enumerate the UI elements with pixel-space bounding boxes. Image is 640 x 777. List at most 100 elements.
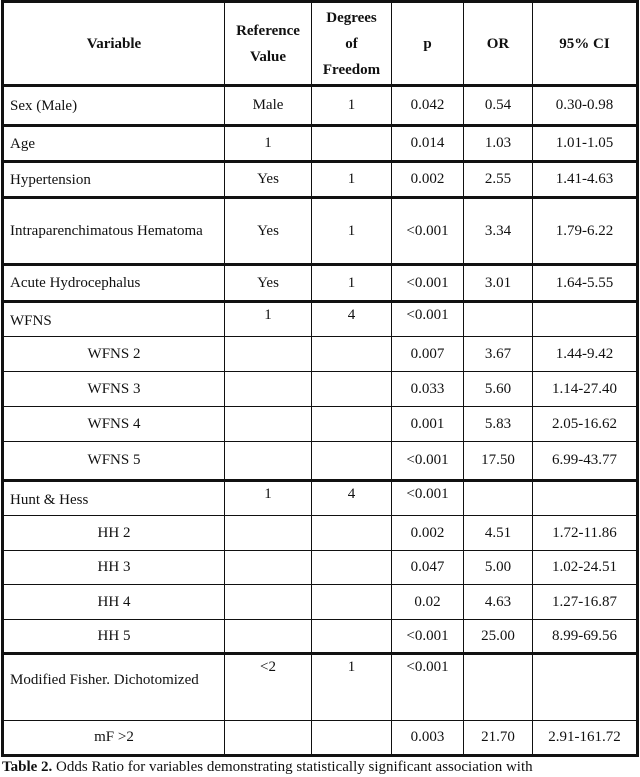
cell-ref [224, 406, 312, 442]
cell-ci: 0.30-0.98 [532, 84, 638, 126]
table-row: WFNS 4 0.001 5.83 2.05-16.62 [2, 406, 638, 442]
cell-variable: Age [2, 124, 225, 162]
table-row: HH 5 <0.001 25.00 8.99-69.56 [2, 619, 638, 654]
header-reference-value: Reference Value [224, 1, 312, 86]
cell-p: <0.001 [391, 619, 464, 654]
header-variable: Variable [2, 1, 225, 86]
cell-ref: Male [224, 84, 312, 126]
table-row: WFNS 1 4 <0.001 [2, 300, 638, 337]
cell-ref: 1 [224, 124, 312, 162]
cell-variable: HH 4 [2, 584, 225, 620]
cell-or [463, 479, 533, 516]
cell-ci [532, 479, 638, 516]
cell-or: 5.00 [463, 550, 533, 585]
cell-df [311, 124, 392, 162]
cell-ref [224, 336, 312, 372]
cell-variable: HH 2 [2, 515, 225, 551]
cell-df [311, 550, 392, 585]
table-row: Intraparenchimatous Hematoma Yes 1 <0.001 3.… [2, 196, 638, 265]
cell-ref: 1 [224, 479, 312, 516]
cell-ref: <2 [224, 652, 312, 721]
cell-ci: 1.64-5.55 [532, 263, 638, 302]
cell-or: 5.83 [463, 406, 533, 442]
table-row: HH 4 0.02 4.63 1.27-16.87 [2, 584, 638, 620]
cell-or: 3.34 [463, 196, 533, 265]
cell-ref [224, 515, 312, 551]
cell-variable: Sex (Male) [2, 84, 225, 126]
cell-or: 2.55 [463, 160, 533, 198]
table-row: HH 3 0.047 5.00 1.02-24.51 [2, 550, 638, 585]
cell-ci: 1.72-11.86 [532, 515, 638, 551]
cell-p: <0.001 [391, 652, 464, 721]
cell-or: 4.51 [463, 515, 533, 551]
cell-p: 0.002 [391, 515, 464, 551]
cell-or: 1.03 [463, 124, 533, 162]
table-row: HH 2 0.002 4.51 1.72-11.86 [2, 515, 638, 551]
cell-df [311, 515, 392, 551]
table-row: WFNS 3 0.033 5.60 1.14-27.40 [2, 371, 638, 407]
cell-p: <0.001 [391, 196, 464, 265]
table-row: Hypertension Yes 1 0.002 2.55 1.41-4.63 [2, 160, 638, 198]
cell-df: 1 [311, 196, 392, 265]
header-ci: 95% CI [532, 1, 638, 86]
cell-ci [532, 652, 638, 721]
table-row: Hunt & Hess 1 4 <0.001 [2, 479, 638, 516]
table-row: mF >2 0.003 21.70 2.91-161.72 [2, 720, 638, 756]
cell-df [311, 720, 392, 756]
cell-ci: 1.01-1.05 [532, 124, 638, 162]
header-degrees-of-freedom: Degrees of Freedom [311, 1, 392, 86]
cell-p: <0.001 [391, 479, 464, 516]
cell-df: 4 [311, 300, 392, 337]
cell-ci: 1.14-27.40 [532, 371, 638, 407]
cell-ref: 1 [224, 300, 312, 337]
table-row: WFNS 5 <0.001 17.50 6.99-43.77 [2, 441, 638, 481]
cell-variable: HH 5 [2, 619, 225, 654]
cell-ref [224, 550, 312, 585]
cell-df: 1 [311, 263, 392, 302]
cell-p: 0.02 [391, 584, 464, 620]
cell-or: 25.00 [463, 619, 533, 654]
cell-or [463, 652, 533, 721]
cell-ci: 6.99-43.77 [532, 441, 638, 481]
cell-df [311, 441, 392, 481]
cell-ci: 2.91-161.72 [532, 720, 638, 756]
header-p: p [391, 1, 464, 86]
cell-df [311, 406, 392, 442]
table-row: Modified Fisher. Dichotomized <2 1 <0.001 [2, 652, 638, 721]
cell-df: 1 [311, 652, 392, 721]
cell-df [311, 336, 392, 372]
cell-ref [224, 619, 312, 654]
cell-ci [532, 300, 638, 337]
table-row: Age 1 0.014 1.03 1.01-1.05 [2, 124, 638, 162]
cell-variable: Hunt & Hess [2, 479, 225, 516]
cell-variable: Hypertension [2, 160, 225, 198]
odds-ratio-table: Variable Reference Value Degrees of Freedom… [1, 0, 639, 757]
cell-ref: Yes [224, 263, 312, 302]
cell-variable: Acute Hydrocephalus [2, 263, 225, 302]
cell-or [463, 300, 533, 337]
cell-df [311, 584, 392, 620]
cell-variable: WFNS 3 [2, 371, 225, 407]
cell-variable: WFNS [2, 300, 225, 337]
cell-p: 0.003 [391, 720, 464, 756]
cell-p: <0.001 [391, 263, 464, 302]
cell-variable: Modified Fisher. Dichotomized [2, 652, 225, 721]
cell-p: 0.047 [391, 550, 464, 585]
cell-ci: 1.27-16.87 [532, 584, 638, 620]
cell-p: 0.042 [391, 84, 464, 126]
cell-ref [224, 441, 312, 481]
cell-ref [224, 584, 312, 620]
cell-or: 17.50 [463, 441, 533, 481]
header-row: Variable Reference Value Degrees of Freedom… [2, 1, 638, 86]
table-caption: Table 2. Odds Ratio for variables demons… [2, 759, 533, 775]
cell-p: 0.014 [391, 124, 464, 162]
cell-ci: 2.05-16.62 [532, 406, 638, 442]
cell-p: 0.033 [391, 371, 464, 407]
cell-ref [224, 371, 312, 407]
cell-df: 1 [311, 160, 392, 198]
cell-df [311, 371, 392, 407]
cell-df [311, 619, 392, 654]
cell-ref: Yes [224, 196, 312, 265]
cell-variable: mF >2 [2, 720, 225, 756]
cell-ci: 1.41-4.63 [532, 160, 638, 198]
